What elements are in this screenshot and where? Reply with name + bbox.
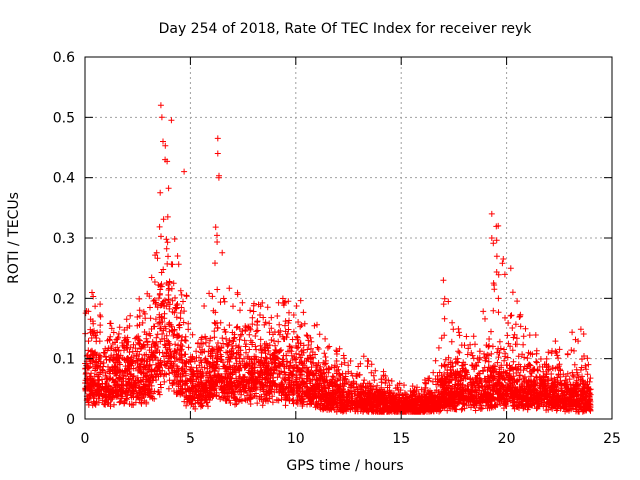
y-tick-label: 0.3 — [53, 231, 75, 247]
chart-title: Day 254 of 2018, Rate Of TEC Index for r… — [159, 21, 533, 37]
x-tick-label: 25 — [603, 431, 621, 447]
x-tick-label: 20 — [498, 431, 516, 447]
y-tick-label: 0 — [66, 412, 75, 428]
axis-ticks — [84, 56, 613, 420]
tick-labels: 0 5 10 15 20 25 0 0.1 0.2 0.3 0.4 0.5 0.6 — [53, 50, 621, 447]
x-axis-label: GPS time / hours — [286, 458, 403, 474]
roti-points — [82, 102, 594, 415]
y-axis-label: ROTI / TECUs — [6, 192, 22, 284]
y-tick-label: 0.2 — [53, 291, 75, 307]
x-tick-label: 15 — [392, 431, 410, 447]
data-points — [82, 102, 594, 415]
x-tick-label: 5 — [186, 431, 195, 447]
x-tick-label: 10 — [287, 431, 305, 447]
y-tick-label: 0.6 — [53, 50, 75, 66]
y-tick-label: 0.4 — [53, 171, 75, 187]
y-tick-label: 0.5 — [53, 110, 75, 126]
x-tick-label: 0 — [81, 431, 90, 447]
y-tick-label: 0.1 — [53, 352, 75, 368]
